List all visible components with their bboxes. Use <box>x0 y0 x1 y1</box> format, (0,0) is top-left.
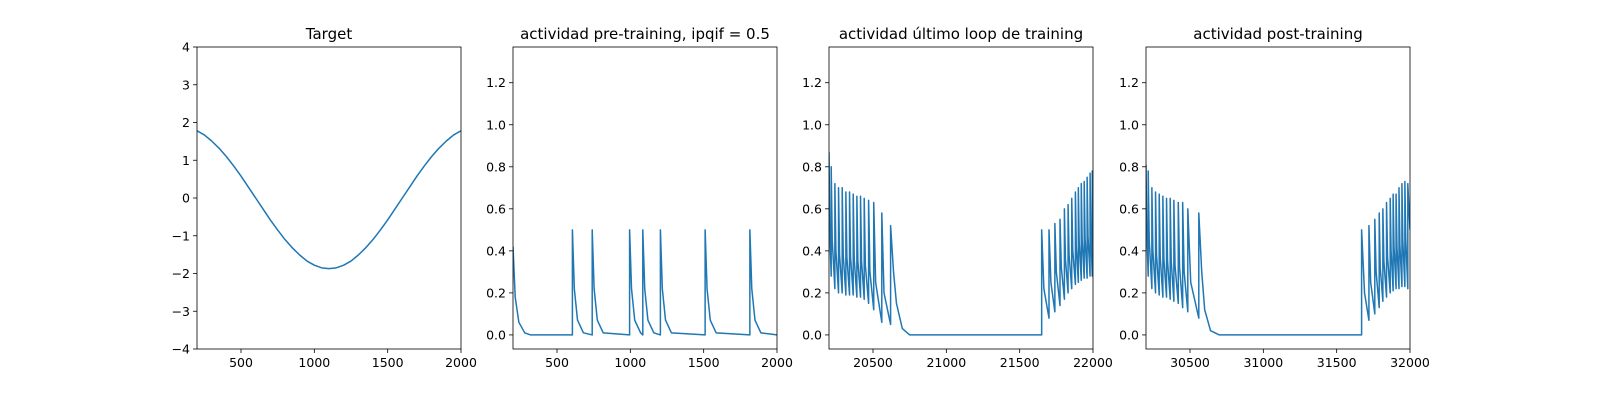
x-tick-label: 2000 <box>761 355 793 370</box>
y-tick-label: 0.2 <box>802 285 822 300</box>
y-tick-label: 0.8 <box>802 159 822 174</box>
y-tick-label: 4 <box>182 40 190 55</box>
y-tick-label: 1.0 <box>1119 117 1139 132</box>
subplot: actividad último loop de training 0.0 0.2 0… <box>802 25 1113 370</box>
y-tick-label: −2 <box>172 266 190 281</box>
data-line <box>513 229 777 336</box>
y-tick-label: 0.4 <box>1119 243 1139 258</box>
subplot-title: Target <box>305 25 353 43</box>
y-tick-label: 0 <box>182 191 190 206</box>
y-tick-label: 1.2 <box>802 75 822 90</box>
subplot: actividad pre-training, ipqif = 0.5 0.0 0.… <box>486 25 793 370</box>
y-tick-label: 0.8 <box>486 159 506 174</box>
y-tick-label: 1.2 <box>486 75 506 90</box>
x-tick-label: 31500 <box>1317 355 1357 370</box>
y-tick-label: −4 <box>172 342 190 357</box>
axes-frame <box>1145 46 1411 350</box>
y-tick-label: 0.4 <box>802 243 822 258</box>
x-tick-label: 22000 <box>1073 355 1113 370</box>
x-tick-label: 1500 <box>688 355 720 370</box>
y-tick-label: 0.4 <box>486 243 506 258</box>
y-tick-label: 0.6 <box>802 201 822 216</box>
y-tick-label: −3 <box>172 304 190 319</box>
y-tick-label: 0.0 <box>486 327 506 342</box>
y-tick-label: −1 <box>172 228 190 243</box>
data-line <box>1146 164 1410 336</box>
y-tick-label: 0.0 <box>802 327 822 342</box>
axes-frame <box>196 46 462 350</box>
subplot-title: actividad post-training <box>1193 25 1362 43</box>
x-tick-label: 500 <box>545 355 569 370</box>
y-tick-label: 3 <box>182 77 190 92</box>
y-tick-label: 1.2 <box>1119 75 1139 90</box>
subplot-title: actividad pre-training, ipqif = 0.5 <box>520 25 770 43</box>
x-tick-label: 32000 <box>1390 355 1430 370</box>
x-tick-label: 30500 <box>1170 355 1210 370</box>
subplot: actividad post-training 0.0 0.2 0.4 0.6 0.8 1.… <box>1119 25 1430 370</box>
subplot-title: actividad último loop de training <box>839 25 1083 43</box>
y-tick-label: 0.0 <box>1119 327 1139 342</box>
x-tick-label: 1000 <box>298 355 330 370</box>
y-tick-label: 1.0 <box>486 117 506 132</box>
x-tick-label: 20500 <box>853 355 893 370</box>
y-tick-label: 2 <box>182 115 190 130</box>
y-tick-label: 1 <box>182 153 190 168</box>
x-tick-label: 31000 <box>1243 355 1283 370</box>
data-line <box>829 152 1093 336</box>
x-tick-label: 21500 <box>1000 355 1040 370</box>
subplot: Target −4 −3 −2 −1 0 1 2 3 4 500 1000 1500 2000 <box>172 25 477 370</box>
axes-frame <box>512 46 778 350</box>
y-tick-label: 0.6 <box>486 201 506 216</box>
y-tick-label: 0.8 <box>1119 159 1139 174</box>
data-line <box>197 130 461 270</box>
y-tick-label: 0.2 <box>1119 285 1139 300</box>
x-tick-label: 1000 <box>614 355 646 370</box>
x-tick-label: 21000 <box>926 355 966 370</box>
y-tick-label: 0.2 <box>486 285 506 300</box>
x-tick-label: 500 <box>229 355 253 370</box>
x-tick-label: 2000 <box>445 355 477 370</box>
axes-frame <box>828 46 1094 350</box>
y-tick-label: 1.0 <box>802 117 822 132</box>
y-tick-label: 0.6 <box>1119 201 1139 216</box>
x-tick-label: 1500 <box>372 355 404 370</box>
